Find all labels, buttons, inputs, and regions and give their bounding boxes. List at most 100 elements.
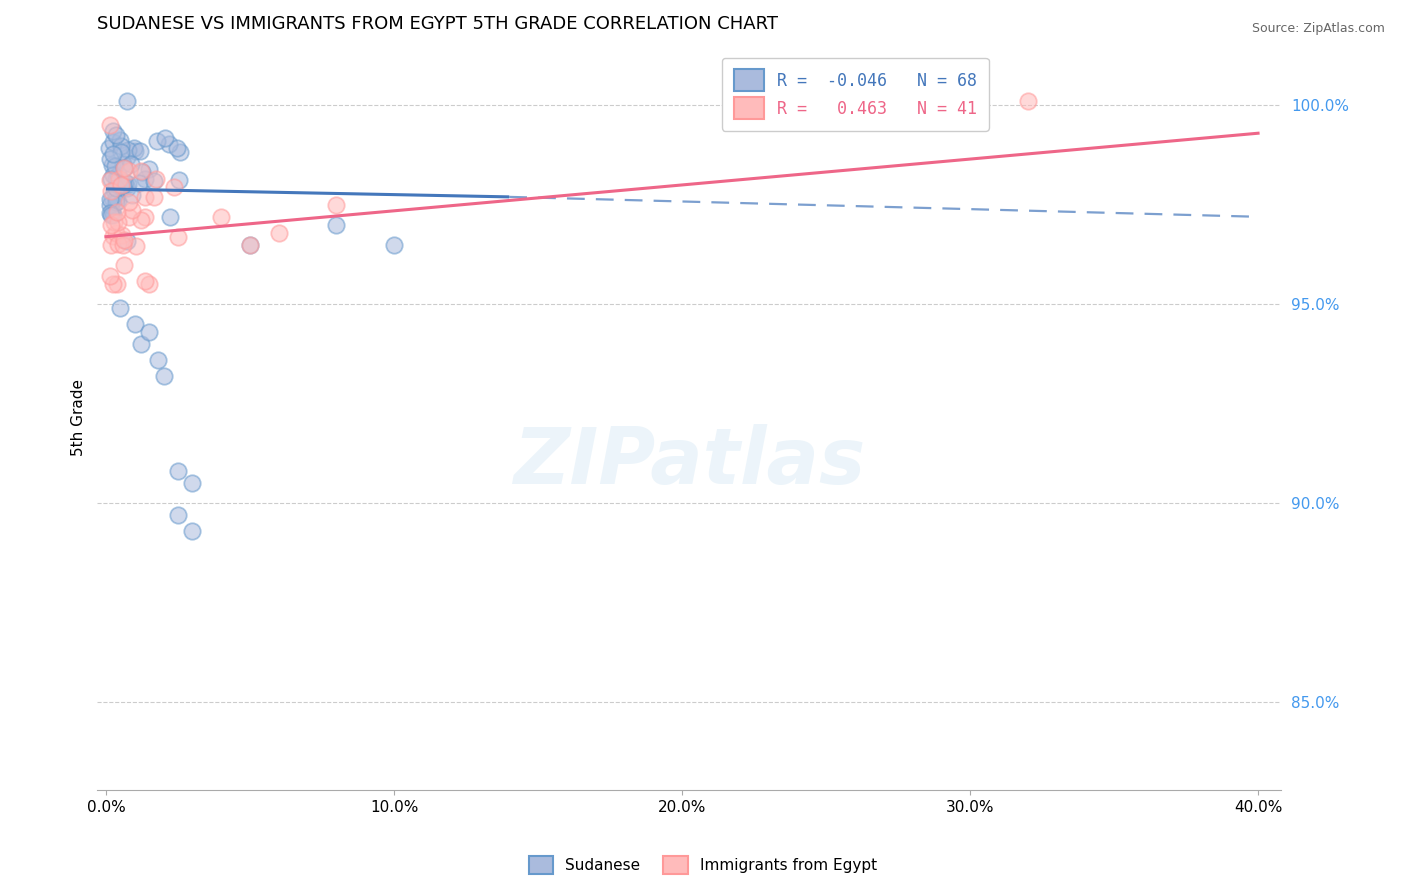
Point [117, 177, 139, 191]
Point [103, 215, 125, 229]
Point [110, 178, 132, 192]
Point [100, 208, 122, 222]
Point [107, 236, 129, 251]
Point [98, 192, 121, 206]
Text: ZIPatlas: ZIPatlas [513, 425, 865, 500]
Point [131, 165, 153, 179]
Text: SUDANESE VS IMMIGRANTS FROM EGYPT 5TH GRADE CORRELATION CHART: SUDANESE VS IMMIGRANTS FROM EGYPT 5TH GR… [97, 15, 779, 33]
Point [98, 197, 121, 211]
Point [117, 143, 139, 157]
Point [134, 171, 156, 186]
Point [138, 277, 160, 292]
Point [103, 183, 125, 197]
Point [101, 168, 124, 182]
Point [110, 145, 132, 160]
Point [134, 210, 156, 224]
Point [112, 161, 135, 176]
Point [105, 181, 128, 195]
Point [108, 171, 131, 186]
Point [101, 147, 124, 161]
Point [138, 325, 160, 339]
Point [118, 164, 141, 178]
Point [169, 173, 191, 187]
Point [167, 229, 190, 244]
Point [112, 259, 135, 273]
Point [124, 317, 146, 331]
Point [101, 277, 124, 292]
Y-axis label: 5th Grade: 5th Grade [72, 379, 86, 456]
Point [98, 141, 121, 155]
Point [169, 145, 191, 159]
Point [122, 141, 145, 155]
Point [101, 136, 124, 150]
Point [112, 156, 135, 170]
Point [111, 228, 134, 243]
Point [110, 301, 132, 316]
Point [105, 128, 128, 142]
Point [166, 141, 188, 155]
Point [98, 205, 121, 219]
Point [138, 162, 160, 177]
Point [104, 159, 127, 173]
Point [105, 204, 128, 219]
Point [146, 134, 169, 148]
Point [100, 238, 122, 252]
Point [146, 353, 169, 368]
Legend: Sudanese, Immigrants from Egypt: Sudanese, Immigrants from Egypt [523, 850, 883, 880]
Point [325, 218, 347, 232]
Point [134, 190, 156, 204]
Point [115, 234, 138, 248]
Point [107, 215, 129, 229]
Point [163, 179, 186, 194]
Text: Source: ZipAtlas.com: Source: ZipAtlas.com [1251, 22, 1385, 36]
Point [124, 145, 146, 159]
Point [159, 210, 181, 224]
Point [100, 172, 122, 186]
Point [111, 178, 134, 192]
Point [114, 175, 136, 189]
Point [209, 210, 232, 224]
Point [118, 211, 141, 225]
Point [181, 476, 204, 491]
Point [101, 158, 124, 172]
Point [121, 202, 143, 217]
Legend: R =  -0.046   N = 68, R =   0.463   N = 41: R = -0.046 N = 68, R = 0.463 N = 41 [723, 58, 988, 130]
Point [155, 130, 177, 145]
Point [101, 190, 124, 204]
Point [118, 194, 141, 209]
Point [239, 237, 262, 252]
Point [1017, 95, 1039, 109]
Point [142, 189, 165, 203]
Point [105, 171, 128, 186]
Point [101, 208, 124, 222]
Point [100, 218, 122, 232]
Point [157, 136, 180, 151]
Point [100, 118, 122, 132]
Point [98, 152, 121, 166]
Point [112, 238, 135, 252]
Point [114, 233, 136, 247]
Point [382, 237, 405, 252]
Point [239, 237, 262, 252]
Point [110, 133, 132, 147]
Point [104, 226, 127, 240]
Point [167, 465, 190, 479]
Point [267, 226, 290, 240]
Point [112, 161, 135, 175]
Point [103, 124, 125, 138]
Point [134, 274, 156, 288]
Point [101, 229, 124, 244]
Point [107, 168, 129, 182]
Point [181, 524, 204, 538]
Point [98, 268, 121, 283]
Point [131, 213, 153, 227]
Point [120, 157, 142, 171]
Point [115, 95, 138, 109]
Point [100, 184, 122, 198]
Point [128, 144, 150, 158]
Point [98, 172, 121, 186]
Point [117, 181, 139, 195]
Point [110, 139, 132, 153]
Point [129, 163, 152, 178]
Point [143, 174, 166, 188]
